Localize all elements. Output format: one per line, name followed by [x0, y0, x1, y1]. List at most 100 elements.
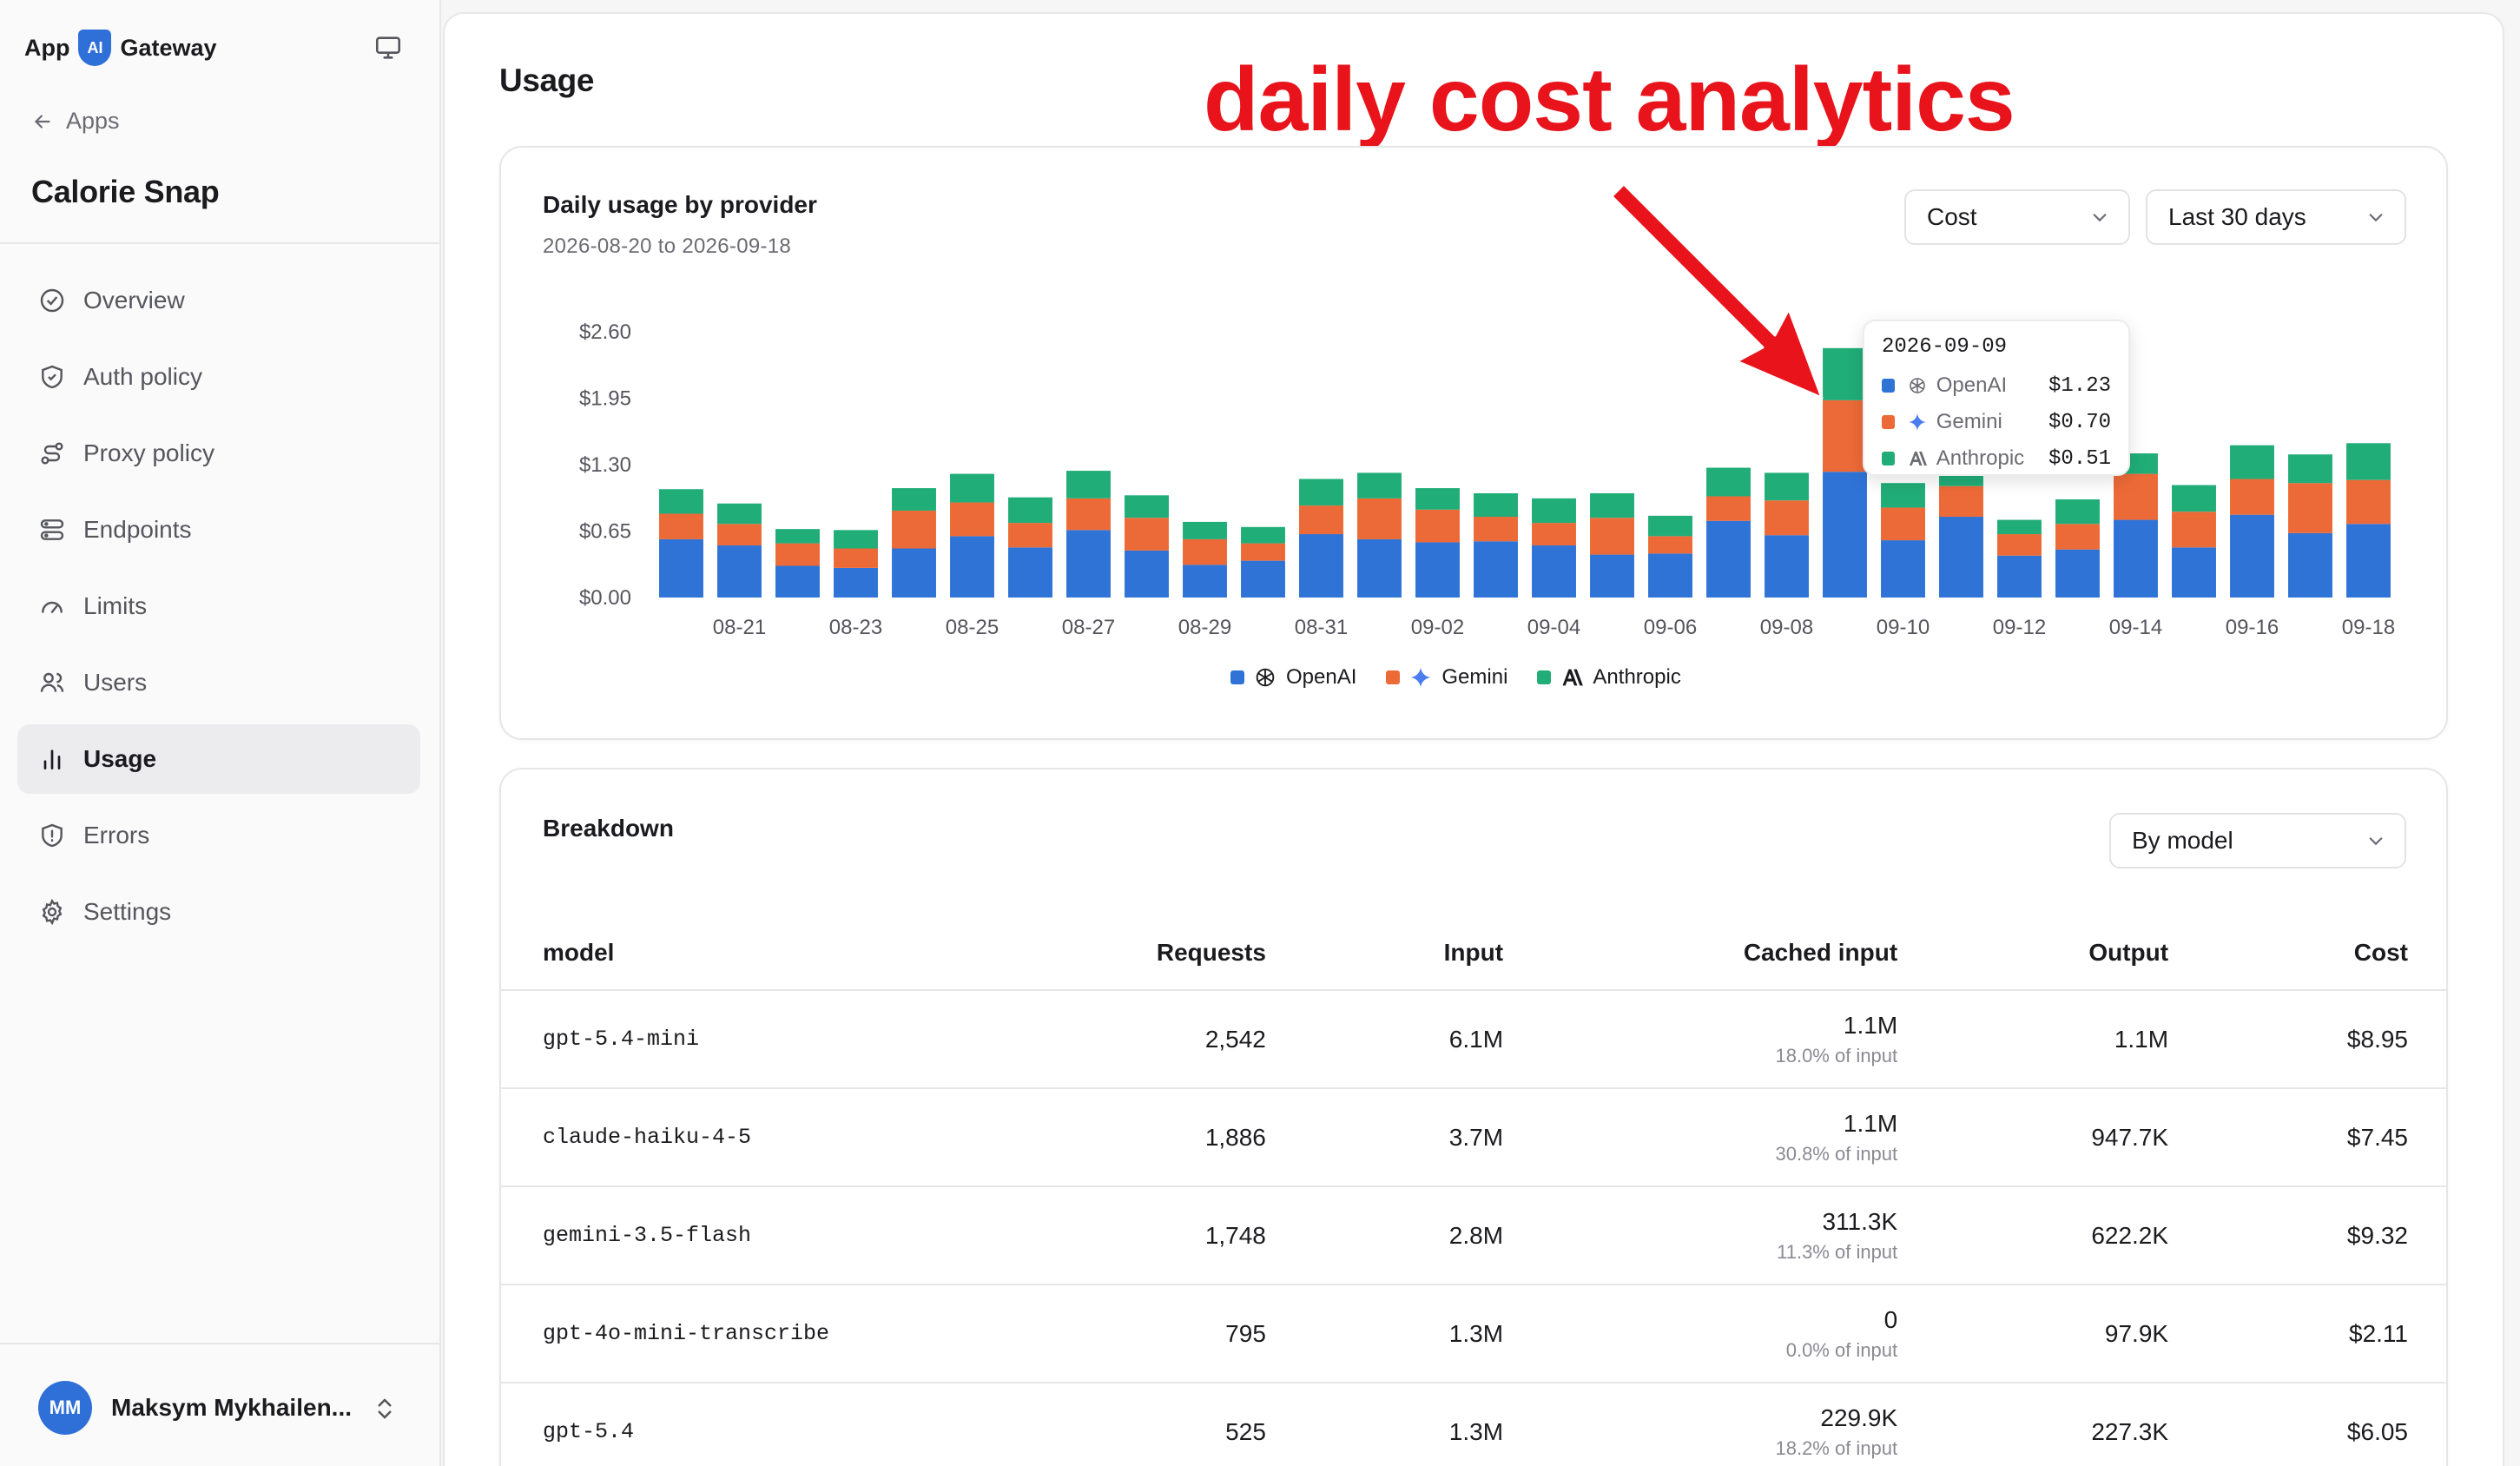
bar-openai-09-12[interactable]: [1997, 555, 2042, 598]
bar-openai-08-20[interactable]: [659, 538, 703, 598]
bar-anthropic-09-02[interactable]: [1415, 488, 1460, 510]
bar-openai-09-10[interactable]: [1881, 540, 1925, 598]
bar-gemini-09-08[interactable]: [1765, 500, 1809, 536]
bar-openai-09-01[interactable]: [1357, 538, 1402, 598]
bar-anthropic-09-17[interactable]: [2288, 454, 2332, 484]
bar-anthropic-08-27[interactable]: [1066, 471, 1111, 499]
bar-anthropic-09-05[interactable]: [1590, 492, 1634, 518]
column-header-requests[interactable]: Requests: [987, 915, 1308, 991]
legend-item-anthropic[interactable]: Anthropic: [1537, 665, 1681, 690]
chevrons-up-down-icon[interactable]: [372, 1393, 398, 1424]
bar-openai-08-30[interactable]: [1241, 560, 1285, 598]
bar-gemini-09-03[interactable]: [1474, 517, 1518, 542]
user-menu[interactable]: MM Maksym Mykhailen...: [38, 1381, 352, 1435]
table-row[interactable]: claude-haiku-4-5 1,886 3.7M 1.1M 30.8% of…: [501, 1088, 2446, 1187]
bar-openai-09-04[interactable]: [1532, 545, 1576, 598]
bar-openai-09-08[interactable]: [1765, 535, 1809, 598]
bar-gemini-09-16[interactable]: [2230, 479, 2274, 515]
bar-anthropic-08-21[interactable]: [717, 503, 762, 525]
bar-gemini-09-09[interactable]: [1823, 400, 1867, 472]
bar-gemini-09-14[interactable]: [2114, 473, 2158, 520]
bar-gemini-09-12[interactable]: [1997, 534, 2042, 556]
bar-anthropic-08-25[interactable]: [950, 473, 994, 503]
bar-gemini-08-30[interactable]: [1241, 543, 1285, 561]
bar-anthropic-08-30[interactable]: [1241, 526, 1285, 544]
bar-gemini-09-11[interactable]: [1939, 485, 1983, 518]
bar-openai-08-23[interactable]: [834, 567, 878, 598]
metric-select[interactable]: Cost: [1904, 189, 2130, 245]
bar-gemini-08-26[interactable]: [1008, 523, 1052, 548]
bar-anthropic-09-15[interactable]: [2172, 485, 2216, 512]
bar-openai-09-14[interactable]: [2114, 519, 2158, 598]
bar-openai-09-05[interactable]: [1590, 554, 1634, 598]
sidebar-item-users[interactable]: Users: [17, 648, 420, 717]
bar-anthropic-08-24[interactable]: [892, 488, 936, 511]
table-row[interactable]: gpt-4o-mini-transcribe 795 1.3M 0 0.0% of…: [501, 1284, 2446, 1383]
bar-anthropic-08-29[interactable]: [1183, 521, 1227, 539]
bar-openai-08-29[interactable]: [1183, 565, 1227, 598]
bar-anthropic-09-07[interactable]: [1706, 467, 1751, 497]
bar-openai-08-28[interactable]: [1125, 550, 1169, 598]
bar-openai-08-27[interactable]: [1066, 530, 1111, 598]
bar-gemini-08-28[interactable]: [1125, 518, 1169, 551]
sidebar-item-overview[interactable]: Overview: [17, 266, 420, 335]
bar-openai-09-09[interactable]: [1823, 472, 1867, 598]
bar-openai-08-26[interactable]: [1008, 547, 1052, 598]
bar-openai-09-16[interactable]: [2230, 514, 2274, 598]
bar-gemini-08-22[interactable]: [775, 543, 820, 566]
bar-anthropic-09-10[interactable]: [1881, 483, 1925, 508]
bar-gemini-09-06[interactable]: [1648, 536, 1692, 554]
column-header-output[interactable]: Output: [1939, 915, 2211, 991]
monitor-icon[interactable]: [373, 33, 403, 63]
bar-gemini-08-21[interactable]: [717, 524, 762, 545]
bar-openai-08-25[interactable]: [950, 536, 994, 598]
bar-gemini-08-27[interactable]: [1066, 498, 1111, 531]
bar-gemini-08-24[interactable]: [892, 510, 936, 549]
table-row[interactable]: gemini-3.5-flash 1,748 2.8M 311.3K 11.3% …: [501, 1186, 2446, 1285]
bar-anthropic-08-22[interactable]: [775, 529, 820, 544]
bar-gemini-09-07[interactable]: [1706, 496, 1751, 521]
sidebar-item-usage[interactable]: Usage: [17, 724, 420, 794]
bar-gemini-09-18[interactable]: [2346, 479, 2391, 525]
bar-anthropic-08-20[interactable]: [659, 489, 703, 514]
bar-openai-08-31[interactable]: [1299, 534, 1343, 598]
bar-openai-09-18[interactable]: [2346, 524, 2391, 598]
period-select[interactable]: Last 30 days: [2146, 189, 2406, 245]
bar-anthropic-09-01[interactable]: [1357, 472, 1402, 499]
bar-gemini-08-31[interactable]: [1299, 505, 1343, 535]
bar-openai-09-15[interactable]: [2172, 547, 2216, 598]
bar-anthropic-08-31[interactable]: [1299, 479, 1343, 506]
legend-item-gemini[interactable]: Gemini: [1386, 665, 1507, 690]
legend-item-openai[interactable]: OpenAI: [1230, 665, 1356, 690]
back-to-apps-link[interactable]: Apps: [31, 108, 120, 135]
bar-gemini-09-02[interactable]: [1415, 509, 1460, 543]
bar-anthropic-09-18[interactable]: [2346, 443, 2391, 480]
bar-anthropic-09-03[interactable]: [1474, 492, 1518, 518]
bar-anthropic-09-06[interactable]: [1648, 515, 1692, 537]
bar-openai-08-21[interactable]: [717, 545, 762, 598]
bar-gemini-08-25[interactable]: [950, 502, 994, 537]
bar-gemini-09-04[interactable]: [1532, 523, 1576, 545]
bar-anthropic-08-23[interactable]: [834, 530, 878, 549]
bar-gemini-09-15[interactable]: [2172, 512, 2216, 548]
bar-anthropic-09-16[interactable]: [2230, 445, 2274, 479]
group-by-select[interactable]: By model: [2109, 813, 2406, 868]
sidebar-item-endpoints[interactable]: Endpoints: [17, 495, 420, 565]
bar-anthropic-09-12[interactable]: [1997, 519, 2042, 535]
bar-gemini-09-10[interactable]: [1881, 507, 1925, 541]
sidebar-item-proxy-policy[interactable]: Proxy policy: [17, 419, 420, 488]
stacked-bar-chart[interactable]: $0.00 $0.65 $1.30 $1.95 $2.60 08-21 08-23 08-25…: [501, 148, 2450, 742]
bar-gemini-08-29[interactable]: [1183, 538, 1227, 565]
bar-anthropic-08-26[interactable]: [1008, 497, 1052, 524]
bar-openai-09-03[interactable]: [1474, 541, 1518, 598]
bar-openai-08-24[interactable]: [892, 548, 936, 598]
bar-openai-09-13[interactable]: [2055, 549, 2100, 598]
bar-anthropic-09-13[interactable]: [2055, 499, 2100, 525]
bar-anthropic-08-28[interactable]: [1125, 495, 1169, 518]
sidebar-item-settings[interactable]: Settings: [17, 877, 420, 947]
bar-gemini-09-13[interactable]: [2055, 524, 2100, 550]
column-header-cost[interactable]: Cost: [2210, 915, 2446, 991]
bar-gemini-09-17[interactable]: [2288, 483, 2332, 533]
column-header-cached-input[interactable]: Cached input: [1545, 915, 1940, 991]
bar-openai-08-22[interactable]: [775, 565, 820, 598]
